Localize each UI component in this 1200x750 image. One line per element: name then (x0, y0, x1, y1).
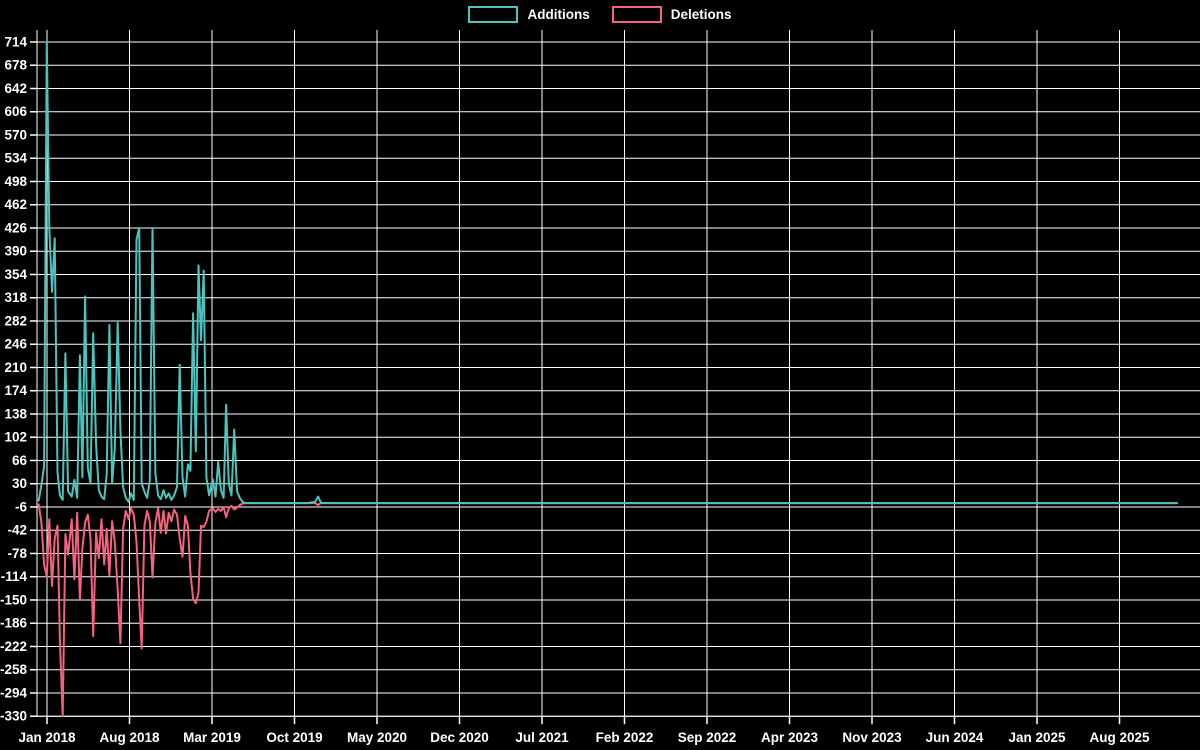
y-tick-label: 678 (4, 58, 27, 73)
y-tick-label: 174 (4, 383, 27, 398)
y-tick-label: 210 (4, 360, 27, 375)
legend-item-additions[interactable]: Additions (468, 6, 590, 23)
y-tick-label: 354 (4, 267, 27, 282)
y-tick-label: 462 (4, 197, 27, 212)
y-tick-label: 498 (4, 174, 27, 189)
series-line-additions (37, 41, 1179, 505)
legend-label-deletions: Deletions (670, 7, 732, 22)
x-tick-label: Aug 2018 (99, 730, 160, 745)
y-tick-label: 534 (4, 151, 27, 166)
legend-item-deletions[interactable]: Deletions (611, 6, 732, 23)
y-tick-label: 282 (4, 313, 27, 328)
y-tick-label: -222 (0, 639, 27, 654)
y-tick-label: 606 (4, 104, 27, 119)
y-tick-label: 102 (4, 430, 27, 445)
y-tick-label: -78 (7, 546, 27, 561)
x-tick-label: Nov 2023 (842, 730, 902, 745)
y-tick-label: 714 (4, 35, 27, 50)
y-tick-label: 66 (12, 453, 28, 468)
y-tick-label: 390 (4, 244, 27, 259)
y-tick-label: -114 (1, 569, 28, 584)
x-tick-label: Jan 2025 (1008, 730, 1066, 745)
x-tick-label: May 2020 (347, 730, 407, 745)
x-tick-label: Sep 2022 (678, 730, 737, 745)
x-tick-label: Oct 2019 (266, 730, 322, 745)
x-tick-label: Apr 2023 (761, 730, 819, 745)
y-tick-label: 570 (4, 127, 27, 142)
y-tick-label: -150 (0, 592, 27, 607)
y-tick-label: -330 (0, 709, 27, 724)
y-tick-label: 246 (4, 337, 27, 352)
y-tick-label: -258 (0, 662, 27, 677)
y-tick-label: 30 (12, 476, 27, 491)
x-tick-label: Feb 2022 (596, 730, 654, 745)
x-tick-label: Aug 2025 (1089, 730, 1150, 745)
series-line-deletions (37, 502, 1179, 718)
legend-label-additions: Additions (527, 7, 590, 22)
y-tick-label: 426 (4, 220, 27, 235)
y-tick-label: -6 (15, 499, 27, 514)
y-tick-label: -42 (7, 523, 27, 538)
x-tick-label: Jan 2018 (18, 730, 76, 745)
x-tick-label: Jun 2024 (926, 730, 984, 745)
deletions-swatch-icon (611, 6, 662, 23)
y-tick-label: -186 (0, 616, 27, 631)
y-tick-label: 642 (4, 81, 27, 96)
x-tick-label: Mar 2019 (183, 730, 241, 745)
x-tick-label: Jul 2021 (515, 730, 569, 745)
y-tick-label: 318 (4, 290, 27, 305)
x-tick-label: Dec 2020 (430, 730, 489, 745)
y-tick-label: 138 (4, 406, 27, 421)
y-tick-label: -294 (0, 685, 27, 700)
additions-swatch-icon (468, 6, 519, 23)
chart-legend: Additions Deletions (0, 6, 1200, 23)
